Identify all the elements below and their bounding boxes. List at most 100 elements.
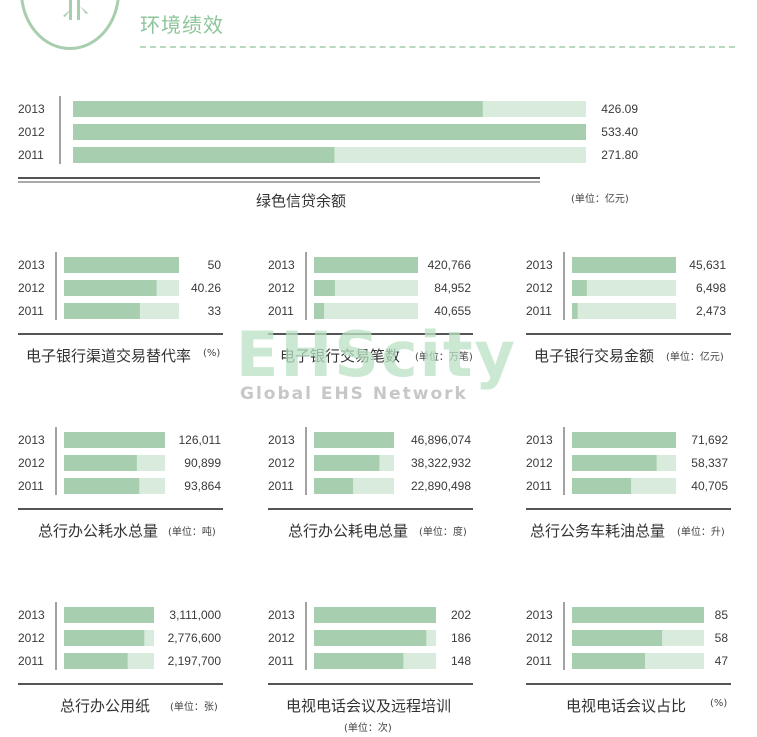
bar (73, 101, 483, 117)
header-divider (140, 46, 735, 48)
bar (572, 607, 704, 623)
bar (314, 280, 335, 296)
data-label: 202 (451, 608, 471, 622)
bar (314, 607, 436, 623)
chart-title: 电子银行交易金额 (534, 347, 655, 365)
category-label: 2013 (18, 433, 45, 447)
chart-unit: (单位：次) (344, 723, 392, 734)
chart-ebank-substitution: 2013 50 2012 40.26 2011 33 电子银行渠道交易替代率 (%) (18, 252, 233, 372)
bar (314, 303, 325, 319)
bar (314, 630, 427, 646)
category-label: 2012 (268, 631, 295, 645)
category-label: 2011 (18, 654, 44, 668)
chart-title: 电子银行交易笔数 (280, 347, 401, 365)
bar (572, 432, 676, 448)
chart-video-conf: 2013 202 2012 186 2011 148 电视电话会议及远程培训 (单位：次) (268, 602, 473, 737)
chart-svg: 2013 46,896,074 2012 38,322,932 2011 22,890,4… (268, 427, 473, 510)
chart-unit: (单位：升) (677, 527, 725, 538)
data-label: 45,631 (689, 258, 726, 272)
bar-track (572, 303, 676, 319)
bar-track (572, 280, 676, 296)
chart-title: 总行公务车耗油总量 (530, 522, 666, 540)
chart-svg: 2013 3,111,000 2012 2,776,600 2011 2,197,700 (18, 602, 223, 685)
chart-svg: 2013 71,692 2012 58,337 2011 40,705 (526, 427, 731, 510)
chart-svg: 2013 126,011 2012 90,899 2011 93,864 (18, 427, 223, 510)
data-label: 58,337 (691, 456, 728, 470)
chart-unit: (单位：吨) (168, 527, 216, 538)
data-label: 2,473 (696, 304, 726, 318)
bar (572, 630, 663, 646)
data-label: 85 (715, 608, 729, 622)
data-label: 186 (451, 631, 471, 645)
data-label: 6,498 (696, 281, 726, 295)
category-label: 2013 (268, 433, 295, 447)
category-label: 2013 (526, 258, 553, 272)
category-label: 2011 (268, 304, 294, 318)
chart-unit: (%) (710, 698, 728, 709)
bar (64, 432, 165, 448)
category-label: 2012 (268, 281, 295, 295)
chart-unit: (单位：万笔) (415, 352, 473, 363)
chart-video-conf-share: 2013 85 2012 58 2011 47 电视电话会议占比 (%) (526, 602, 731, 737)
bar (64, 280, 157, 296)
bamboo-icon (63, 0, 88, 20)
bar-track (314, 280, 418, 296)
chart-title: 总行办公用纸 (60, 697, 151, 715)
bar (572, 653, 645, 669)
bar (64, 303, 140, 319)
chart-svg: 2013 85 2012 58 2011 47 (526, 602, 731, 685)
chart-unit: (单位：亿元) (666, 352, 724, 363)
category-label: 2012 (526, 281, 553, 295)
data-label: 71,692 (691, 433, 728, 447)
bar (73, 124, 586, 140)
bar (64, 257, 179, 273)
category-label: 2011 (18, 479, 44, 493)
data-label: 33 (208, 304, 222, 318)
chart-title: 电子银行渠道交易替代率 (26, 347, 192, 365)
data-label: 2,776,600 (168, 631, 222, 645)
chart-svg: 2013 202 2012 186 2011 148 (268, 602, 473, 685)
section-title: 环境绩效 (140, 13, 224, 37)
category-label: 2012 (268, 456, 295, 470)
bar-track (314, 303, 418, 319)
bar (314, 432, 394, 448)
category-label: 2012 (18, 456, 45, 470)
chart-paper: 2013 3,111,000 2012 2,776,600 2011 2,197,700 总… (18, 602, 233, 737)
category-label: 2013 (18, 102, 45, 116)
bar (64, 653, 128, 669)
category-label: 2013 (526, 433, 553, 447)
bar (314, 257, 418, 273)
bar (572, 455, 657, 471)
category-label: 2011 (526, 304, 552, 318)
chart-ebank-count: 2013 420,766 2012 84,952 2011 40,655 电子银行交易笔数 (… (268, 252, 473, 372)
chart-unit: (单位：度) (419, 527, 467, 538)
bar (64, 478, 140, 494)
category-label: 2012 (526, 631, 553, 645)
category-label: 2011 (18, 148, 44, 162)
chart-unit: (单位：亿元) (571, 194, 629, 205)
chart-electricity: 2013 46,896,074 2012 38,322,932 2011 22,890,4… (268, 427, 473, 547)
category-label: 2012 (526, 456, 553, 470)
data-label: 2,197,700 (168, 654, 222, 668)
chart-svg: 2013 50 2012 40.26 2011 33 (18, 252, 223, 335)
watermark-tagline: Global EHS Network (240, 384, 468, 404)
category-label: 2011 (526, 479, 552, 493)
chart-title: 总行办公耗水总量 (38, 522, 159, 540)
data-label: 38,322,932 (411, 456, 471, 470)
chart-title: 总行办公耗电总量 (288, 522, 409, 540)
data-label: 148 (451, 654, 471, 668)
data-label: 93,864 (184, 479, 221, 493)
chart-svg: 2013 420,766 2012 84,952 2011 40,655 (268, 252, 473, 335)
data-label: 40,705 (691, 479, 728, 493)
bar (572, 478, 632, 494)
category-label: 2011 (526, 654, 552, 668)
category-label: 2013 (18, 608, 45, 622)
chart-unit: (单位：张) (170, 702, 218, 713)
data-label: 22,890,498 (411, 479, 471, 493)
chart-unit: (%) (203, 348, 221, 359)
data-label: 420,766 (428, 258, 472, 272)
bar (314, 455, 380, 471)
chart-title: 电视电话会议占比 (566, 697, 687, 715)
chart-water: 2013 126,011 2012 90,899 2011 93,864 总行办公耗水总量 (… (18, 427, 233, 547)
bar (73, 147, 335, 163)
